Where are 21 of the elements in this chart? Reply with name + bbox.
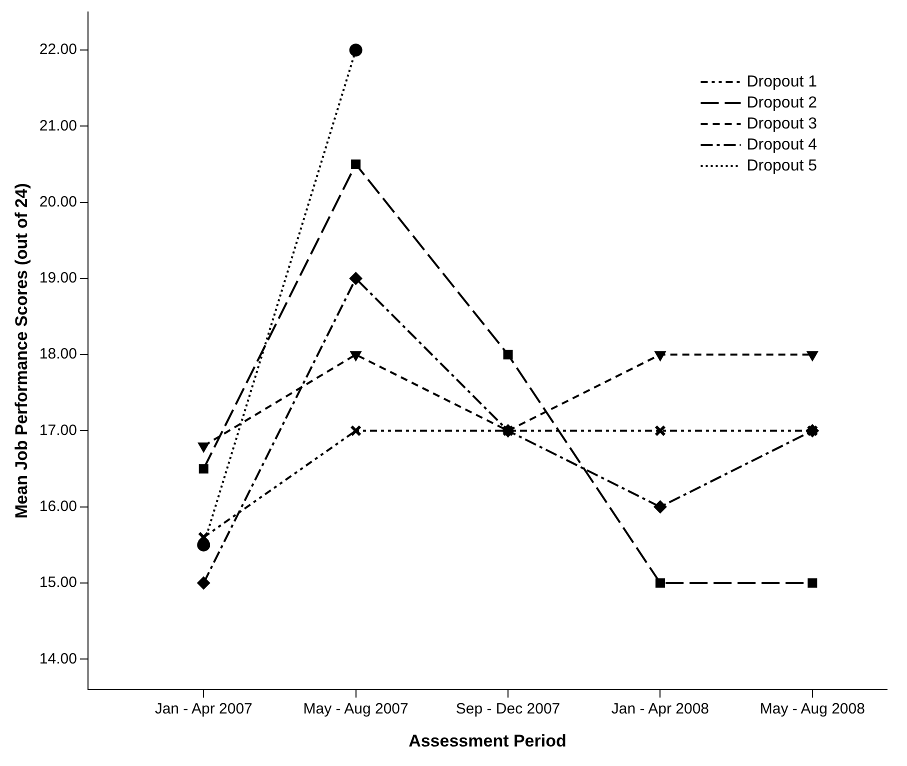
y-tick-label: 15.00	[39, 574, 77, 592]
x-tick-label: Sep - Dec 2007	[456, 700, 560, 718]
y-tick-label: 18.00	[39, 346, 77, 363]
legend-label: Dropout 1	[746, 73, 818, 90]
legend-label: Dropout 3	[746, 115, 818, 132]
x-tick-label: Jan - Apr 2008	[611, 700, 710, 718]
legend-label: Dropout 4	[746, 136, 818, 154]
y-axis-title: Mean Job Performance Scores (out of 24)	[12, 183, 31, 518]
y-tick-label: 21.00	[39, 117, 77, 134]
legend-label: Dropout 5	[746, 157, 818, 174]
x-tick-label: May - Aug 2008	[760, 700, 865, 718]
x-tick-label: Jan - Apr 2007	[154, 700, 252, 718]
x-tick-label: May - Aug 2007	[303, 700, 408, 718]
y-tick-label: 17.00	[39, 422, 77, 439]
y-tick-label: 19.00	[39, 270, 77, 287]
y-tick-label: 20.00	[39, 193, 77, 210]
y-tick-label: 22.00	[39, 41, 77, 58]
x-axis-title: Assessment Period	[408, 731, 566, 750]
legend-label: Dropout 2	[746, 94, 818, 112]
y-tick-label: 14.00	[39, 650, 77, 668]
y-tick-label: 16.00	[39, 498, 77, 516]
